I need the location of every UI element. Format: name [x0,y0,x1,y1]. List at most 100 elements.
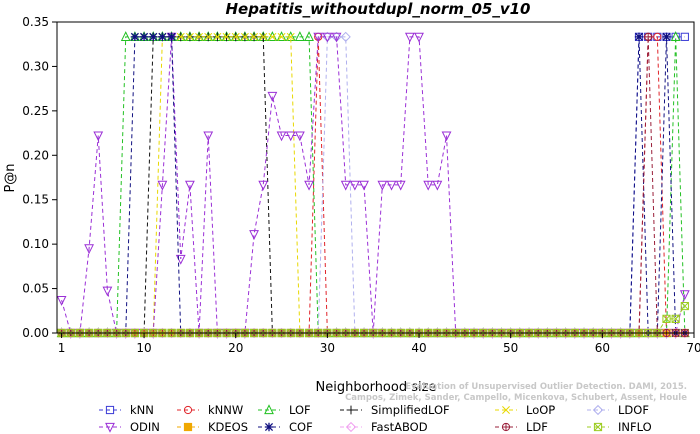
legend-item-loop: LoOP [495,403,555,417]
data-point-odin [93,131,104,142]
x-axis: 1 10 20 30 40 50 60 70 [58,333,700,355]
y-tick-label: 0.25 [22,104,49,118]
legend-item-knnw: kNNW [177,403,243,417]
data-point-fastabod [643,327,654,339]
legend-item-simplifiedlof: SimplifiedLOF [340,403,450,417]
legend-label: LDF [526,420,548,434]
x-tick-label: 40 [411,341,426,355]
data-point-cof [662,32,671,42]
legend-item-ldof: LDOF [587,403,649,417]
legend-marker [346,405,356,415]
x-tick-label: 60 [595,341,610,355]
legend-marker [593,422,603,432]
legend-marker [264,422,274,432]
legend-label: ODIN [130,420,160,434]
data-point-lof [120,31,131,41]
plot-frame [56,21,695,334]
x-tick-label: 70 [686,341,700,355]
data-point-cof [634,32,644,42]
y-tick-label: 0.15 [22,193,49,207]
data-point-odin [313,32,324,43]
legend-item-inflo: INFLO [587,420,652,434]
data-point-odin [322,32,333,43]
data-point-loop [240,32,249,41]
data-point-odin [414,32,424,43]
data-point-inflo [662,314,671,323]
data-point-cof [149,32,158,42]
data-point-odin [386,180,397,191]
legend-marker [502,406,510,414]
credit-line-1: Evaluation of Unsupervised Outlier Detec… [405,382,687,392]
data-point-loop [259,32,268,41]
y-tick-label: 0.05 [22,282,49,296]
legend-label: LDOF [618,403,649,417]
x-tick-label: 30 [320,341,335,355]
legend-marker [501,422,511,432]
legend-label: KDEOS [208,420,248,434]
y-tick-label: 0.00 [22,326,49,340]
credit-line-2: Campos, Zimek, Sander, Campello, Micenko… [345,393,687,403]
legend: kNN kNNW LOF SimplifiedLOF LoOP LDOF ODIN KDEOS… [99,403,652,434]
data-point-odin [258,180,269,191]
data-point-loop [277,32,286,41]
data-point-odin [331,32,342,43]
data-point-loop [268,32,277,41]
legend-item-kdeos: KDEOS [177,420,248,434]
y-tick-label: 0.30 [22,59,49,73]
data-point-loop [286,32,295,41]
legend-marker [105,422,115,433]
data-point-odin [203,131,214,142]
data-point-cof [167,32,176,42]
data-point-odin [432,180,443,191]
data-point-knnw [653,32,662,41]
y-tick-label: 0.35 [22,15,49,29]
legend-label: LOF [289,403,311,417]
data-point-odin [679,290,690,301]
legend-marker [183,405,193,415]
legend-item-lof: LOF [258,403,311,417]
data-point-loop [222,32,231,41]
data-point-odin [249,230,259,240]
data-point-odin [395,180,406,191]
data-point-knn [680,32,689,41]
legend-label: INFLO [618,420,652,434]
data-point-odin [84,244,94,255]
data-point-odin [340,180,351,191]
data-point-cof [139,32,149,42]
data-point-cof [158,32,167,42]
data-point-ldof [340,31,351,42]
data-point-odin [102,286,113,297]
legend-label: LoOP [526,403,555,417]
legend-item-ldf: LDF [495,420,548,434]
data-point-odin [276,131,287,142]
data-point-lof [276,31,287,41]
y-tick-label: 0.20 [22,148,49,162]
data-point-odin [404,32,415,43]
x-tick-label: 50 [503,341,518,355]
data-point-odin [294,131,305,142]
data-point-odin [423,180,434,191]
legend-item-knn: kNN [99,403,154,417]
data-point-loop [213,32,222,41]
legend-marker [264,404,274,415]
legend-item-fastabod: FastABOD [340,420,428,434]
legend-marker [345,421,357,433]
data-point-odin [267,91,278,102]
data-point-odin [304,180,314,191]
x-tick-label: 10 [136,341,151,355]
y-axis: 0.00 0.05 0.10 0.15 0.20 0.25 0.30 0.35 [22,15,57,340]
x-tick-label: 1 [58,341,66,355]
data-point-odin [349,180,360,191]
legend-marker [105,405,115,415]
x-tick-label: 20 [228,341,243,355]
data-point-lof [304,31,314,41]
legend-item-cof: COF [258,420,313,434]
y-axis-label: P@n [3,163,18,192]
data-point-inflo [680,301,689,311]
data-point-lof [670,31,681,41]
data-point-odin [56,296,67,306]
data-point-ldf [644,32,653,41]
data-point-lof [294,31,305,41]
legend-marker [183,422,193,432]
